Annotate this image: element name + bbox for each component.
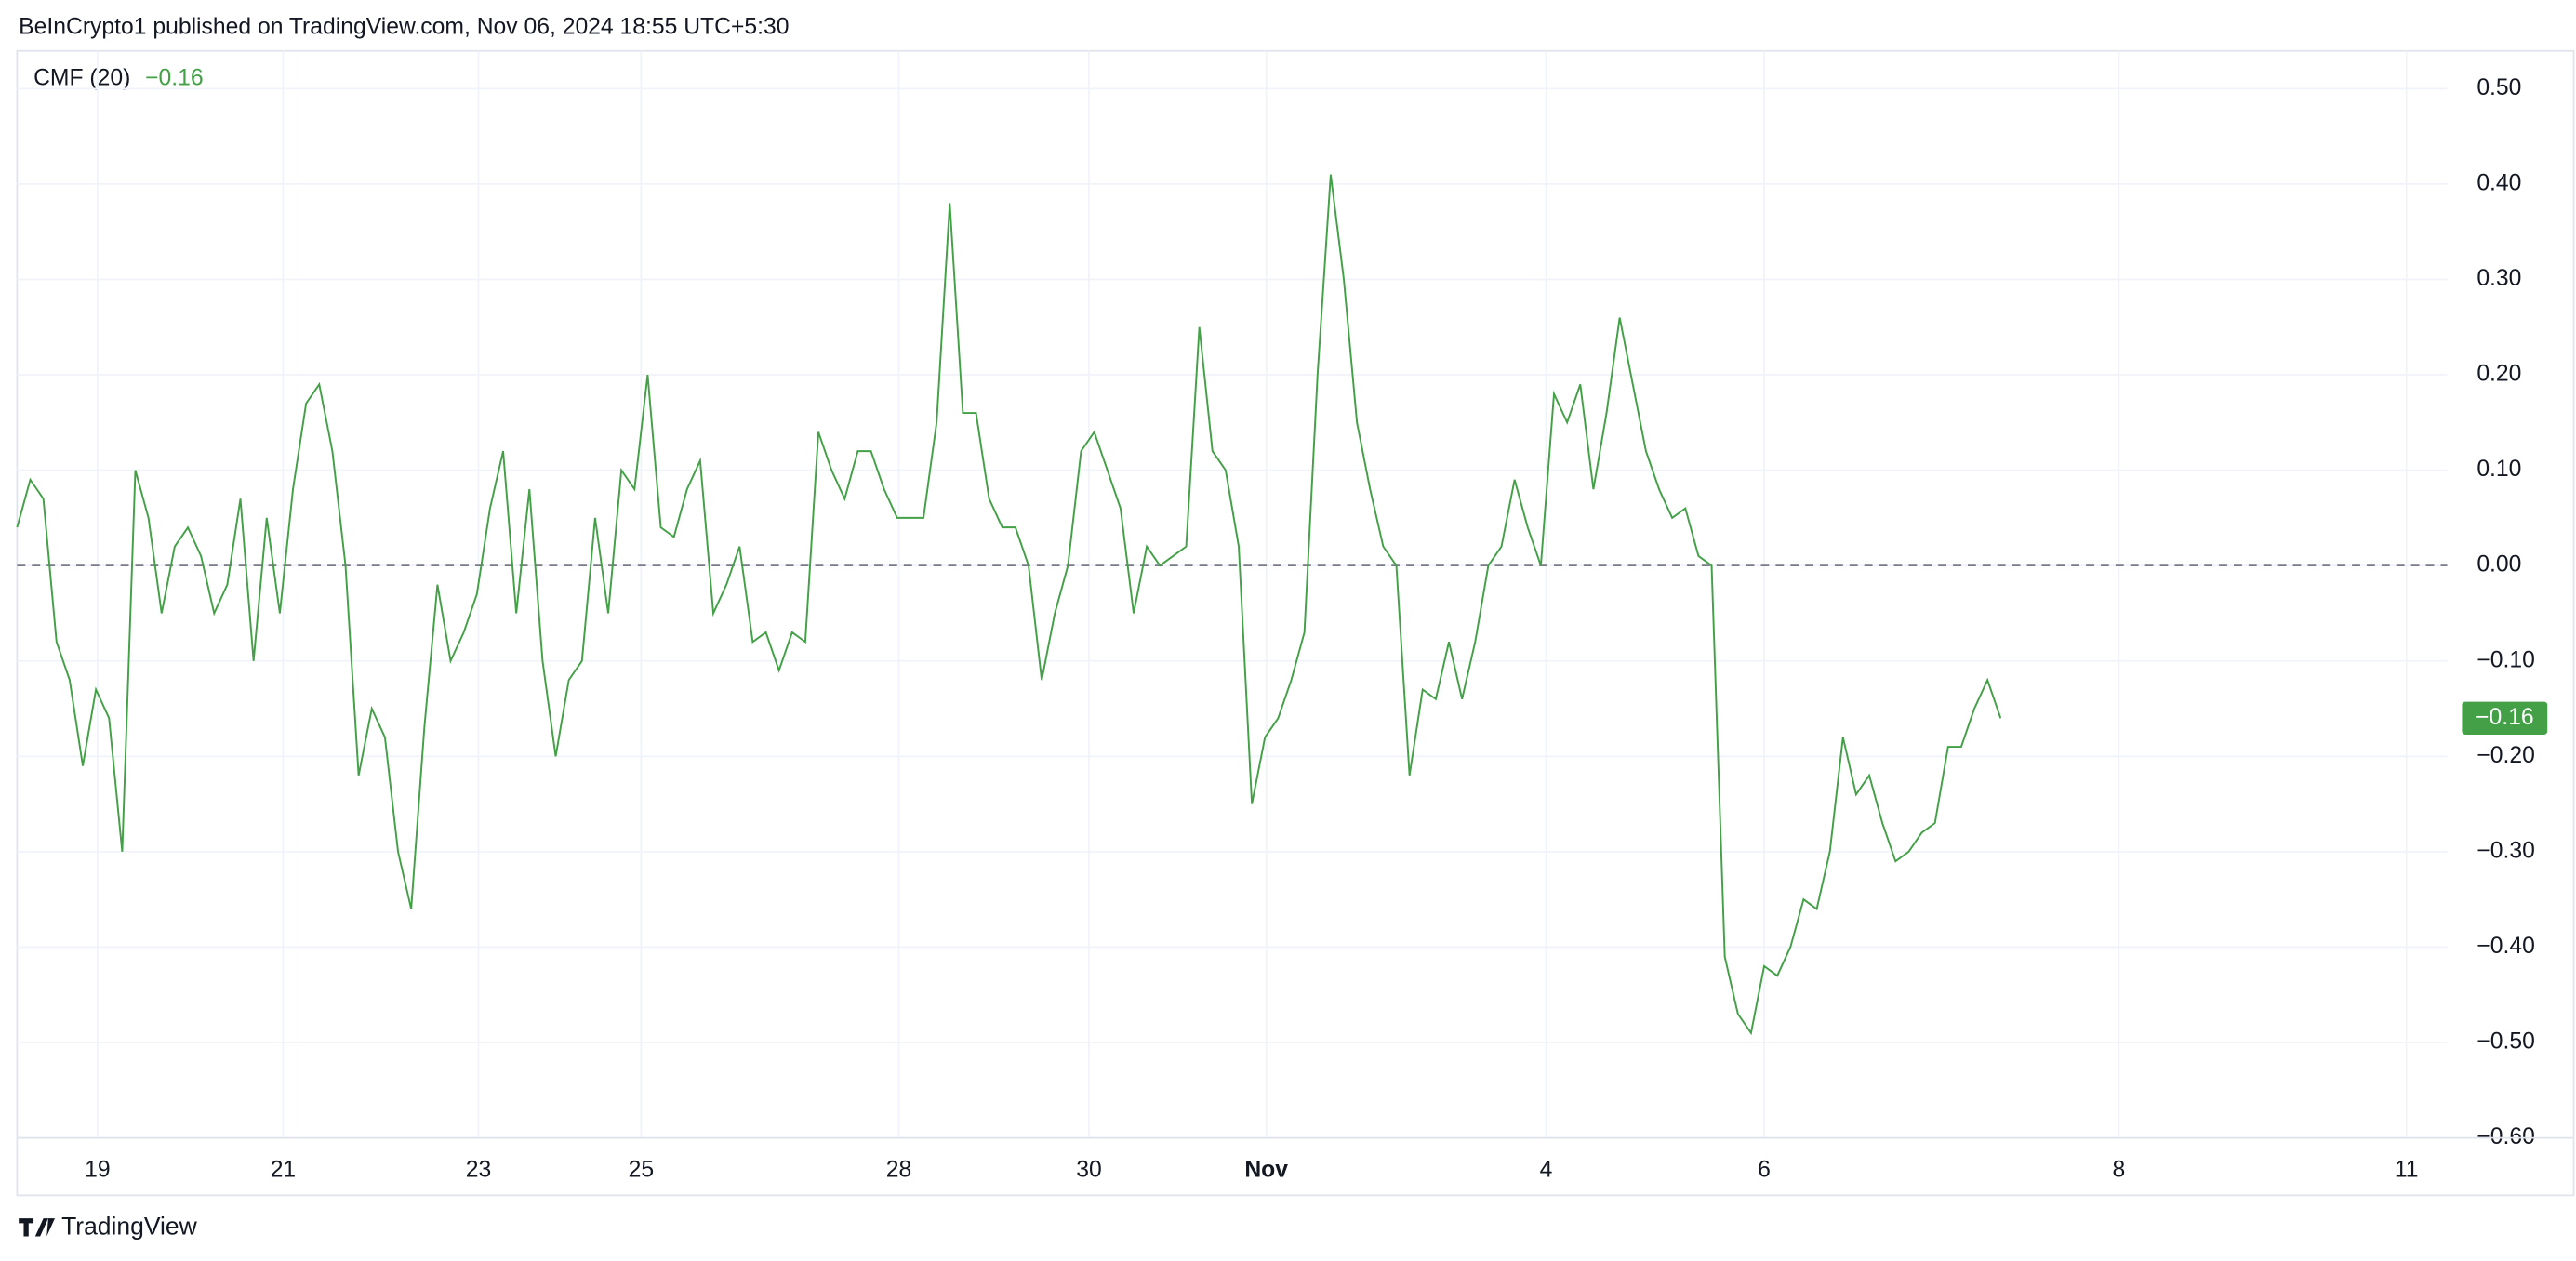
- indicator-name: CMF (20): [33, 65, 130, 90]
- cmf-line: [16, 174, 2002, 1036]
- x-tick-label: 4: [1540, 1157, 1553, 1182]
- last-value-badge: [2462, 701, 2548, 735]
- publish-header: BeInCrypto1 published on TradingView.com…: [19, 15, 789, 40]
- x-tick-label: 21: [271, 1157, 296, 1182]
- y-tick-label: 0.20: [2476, 362, 2521, 387]
- y-tick-label: −0.60: [2476, 1124, 2535, 1149]
- y-tick-label: 0.50: [2476, 75, 2521, 100]
- y-tick-label: 0.40: [2476, 170, 2521, 195]
- x-tick-label: 6: [1758, 1157, 1771, 1182]
- chart-frame: [16, 49, 2575, 1197]
- y-tick-label: 0.10: [2476, 457, 2521, 482]
- x-tick-label: 19: [85, 1157, 110, 1182]
- x-tick-label: 30: [1076, 1157, 1101, 1182]
- indicator-value: −0.16: [145, 65, 204, 90]
- y-tick-label: −0.10: [2476, 647, 2535, 672]
- x-tick-label: 23: [466, 1157, 491, 1182]
- x-tick-label: Nov: [1244, 1157, 1288, 1182]
- logo-text: TradingView: [61, 1213, 198, 1241]
- y-tick-label: −0.50: [2476, 1029, 2535, 1055]
- x-tick-label: 8: [2113, 1157, 2126, 1182]
- x-tick-label: 11: [2395, 1157, 2419, 1182]
- logo-icon: [19, 1218, 56, 1237]
- y-tick-label: −0.30: [2476, 838, 2535, 863]
- y-tick-label: 0.30: [2476, 266, 2521, 291]
- y-tick-label: 0.00: [2476, 552, 2521, 577]
- grid: [17, 50, 2448, 1139]
- y-tick-label: −0.40: [2476, 934, 2535, 959]
- last-value-label: −0.16: [2476, 705, 2534, 730]
- y-tick-label: −0.20: [2476, 743, 2535, 768]
- x-tick-label: 25: [629, 1157, 654, 1182]
- tradingview-logo: TradingView: [19, 1213, 198, 1241]
- x-tick-label: 28: [886, 1157, 911, 1182]
